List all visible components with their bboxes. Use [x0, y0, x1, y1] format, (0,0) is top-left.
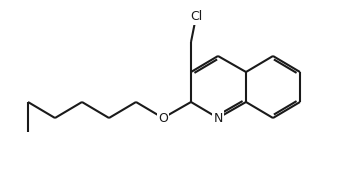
- Text: Cl: Cl: [190, 10, 202, 23]
- Text: N: N: [213, 111, 223, 124]
- Text: O: O: [158, 111, 168, 124]
